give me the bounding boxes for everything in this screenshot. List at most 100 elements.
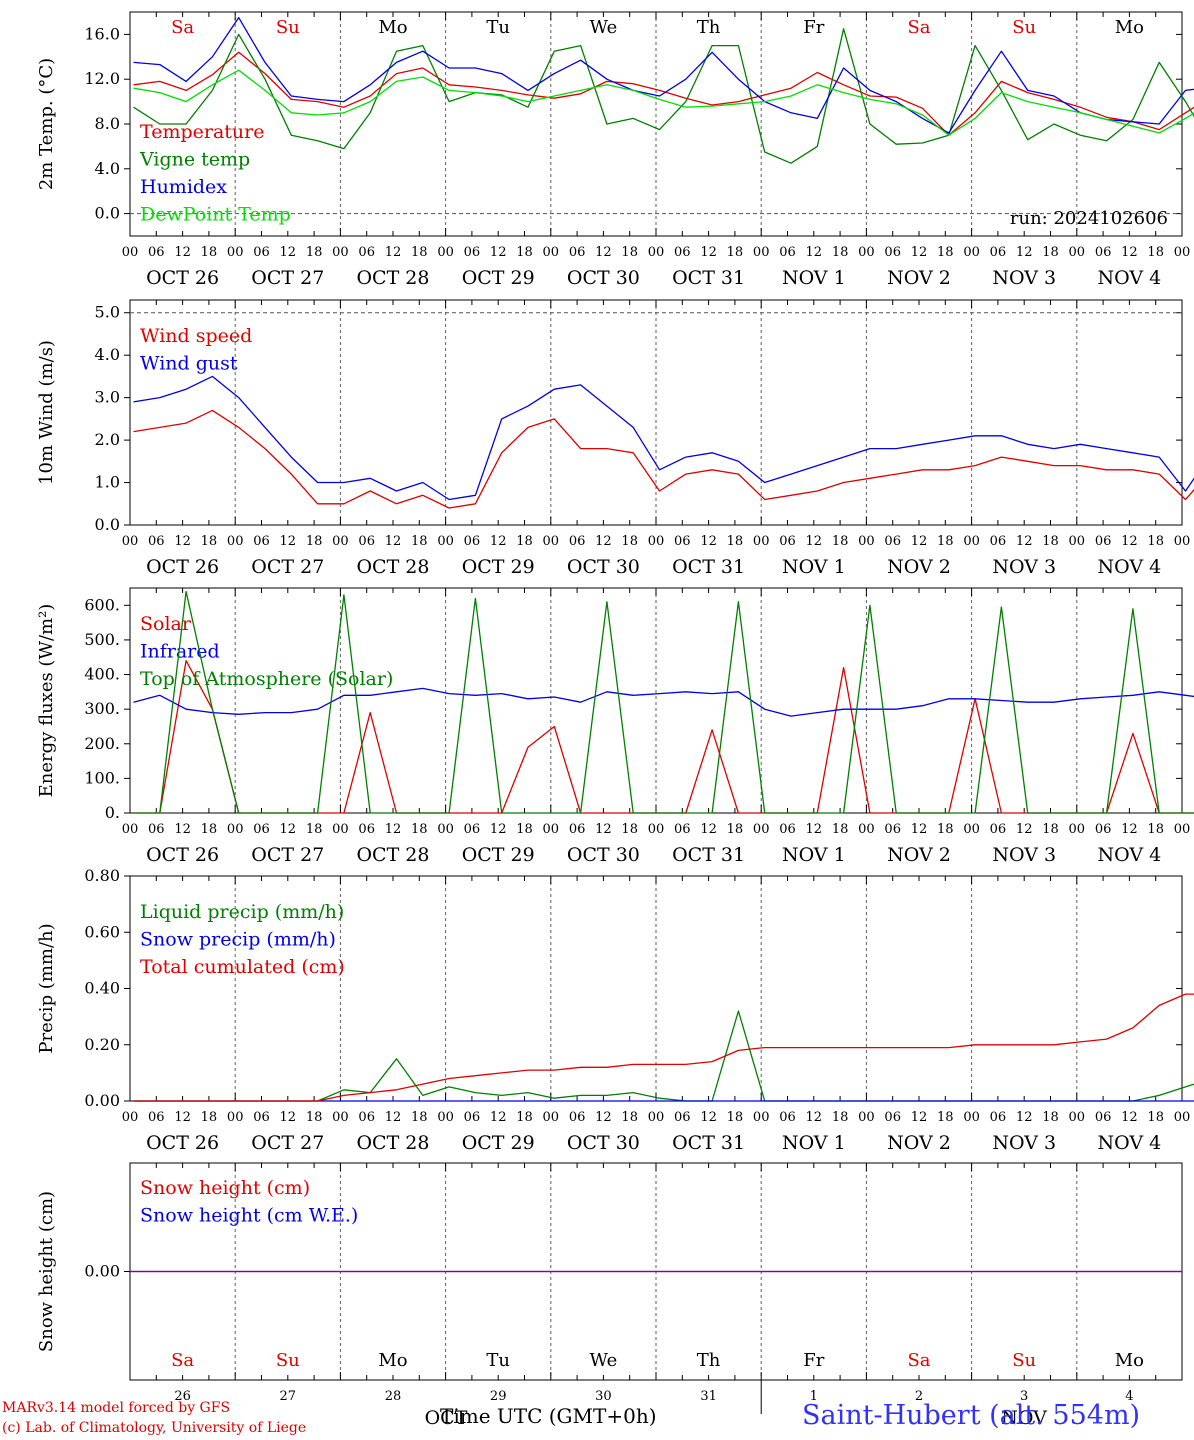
hour-tick-label: 12 xyxy=(490,534,507,549)
y-tick-label: 2.0 xyxy=(95,430,120,449)
hour-tick-label: 06 xyxy=(358,534,375,549)
hour-tick-label: 12 xyxy=(700,1110,717,1125)
hour-tick-label: 06 xyxy=(990,1110,1007,1125)
hour-tick-label: 12 xyxy=(174,822,191,837)
hour-tick-label: 06 xyxy=(253,534,270,549)
hour-tick-label: 18 xyxy=(832,1110,849,1125)
date-label: NOV 2 xyxy=(887,267,951,289)
hour-tick-label: 12 xyxy=(280,1110,297,1125)
hour-tick-label: 06 xyxy=(884,1110,901,1125)
hour-tick-label: 18 xyxy=(727,1110,744,1125)
run-annotation: run: 2024102606 xyxy=(1010,208,1168,229)
hour-tick-label: 18 xyxy=(621,1110,638,1125)
date-label: OCT 31 xyxy=(672,1132,745,1154)
hour-tick-label: 12 xyxy=(806,822,823,837)
hour-tick-label: 06 xyxy=(148,822,165,837)
hour-tick-label: 12 xyxy=(1121,245,1138,260)
date-label: OCT 31 xyxy=(672,844,745,866)
y-tick-label: 16.0 xyxy=(84,24,120,43)
hour-tick-label: 18 xyxy=(832,822,849,837)
y-tick-label: 0.00 xyxy=(84,1091,120,1110)
date-label: NOV 3 xyxy=(992,556,1056,578)
date-label: OCT 29 xyxy=(462,267,535,289)
hour-tick-label: 12 xyxy=(280,245,297,260)
date-label: NOV 1 xyxy=(782,267,846,289)
legend-entry: Snow height (cm W.E.) xyxy=(140,1205,358,1227)
day-number-label: 30 xyxy=(595,1389,612,1404)
date-label: NOV 3 xyxy=(992,267,1056,289)
date-label: OCT 27 xyxy=(251,1132,324,1154)
hour-tick-label: 06 xyxy=(464,534,481,549)
day-number-label: 4 xyxy=(1125,1389,1133,1404)
hour-tick-label: 06 xyxy=(1095,534,1112,549)
hour-tick-label: 18 xyxy=(516,534,533,549)
date-label: OCT 29 xyxy=(462,844,535,866)
panel-frame xyxy=(129,299,1183,526)
hour-tick-label: 00 xyxy=(753,822,770,837)
date-label: NOV 1 xyxy=(782,556,846,578)
hour-tick-label: 00 xyxy=(437,534,454,549)
y-tick-label: 0.40 xyxy=(84,979,120,998)
hour-tick-label: 06 xyxy=(358,1110,375,1125)
hour-tick-label: 06 xyxy=(148,534,165,549)
y-tick-label: 5.0 xyxy=(95,303,120,322)
weekday-label: Th xyxy=(697,17,721,38)
legend-entry: Snow height (cm) xyxy=(140,1177,310,1199)
y-tick-label: 200. xyxy=(84,734,120,753)
date-label: NOV 4 xyxy=(1098,1132,1162,1154)
panel-snow: 0.00 Snow height (cm) Snow height (cm) Snow… xyxy=(36,1162,1183,1429)
hour-tick-label: 00 xyxy=(1069,1110,1086,1125)
y-tick-label: 0.20 xyxy=(84,1035,120,1054)
hour-tick-label: 06 xyxy=(884,822,901,837)
hour-tick-label: 00 xyxy=(1174,534,1191,549)
hour-tick-label: 18 xyxy=(516,245,533,260)
hour-tick-label: 12 xyxy=(700,534,717,549)
y-axis-label: 2m Temp. (°C) xyxy=(36,58,57,190)
weekday-label: Tu xyxy=(486,17,510,38)
y-tick-label: 0. xyxy=(105,803,120,822)
hour-tick-label: 12 xyxy=(700,245,717,260)
hour-tick-label: 18 xyxy=(306,534,323,549)
date-label: OCT 31 xyxy=(672,267,745,289)
date-label: OCT 30 xyxy=(567,1132,640,1154)
date-label: NOV 1 xyxy=(782,844,846,866)
month-label-oct: OCT xyxy=(425,1407,468,1429)
legend-entry: Vigne temp xyxy=(139,149,250,171)
hour-tick-label: 18 xyxy=(306,822,323,837)
hour-tick-label: 12 xyxy=(806,245,823,260)
hour-tick-label: 06 xyxy=(1095,245,1112,260)
hour-tick-label: 06 xyxy=(884,245,901,260)
day-number-label: 27 xyxy=(280,1389,297,1404)
hour-tick-label: 00 xyxy=(437,245,454,260)
hour-tick-label: 18 xyxy=(621,245,638,260)
hour-tick-label: 12 xyxy=(385,822,402,837)
hour-tick-label: 12 xyxy=(700,822,717,837)
hour-tick-label: 18 xyxy=(621,534,638,549)
hour-tick-label: 18 xyxy=(727,245,744,260)
date-label: NOV 2 xyxy=(887,556,951,578)
hour-tick-label: 00 xyxy=(227,1110,244,1125)
y-tick-label: 400. xyxy=(84,665,120,684)
date-label: OCT 27 xyxy=(251,844,324,866)
hour-tick-label: 12 xyxy=(1016,245,1033,260)
hour-tick-label: 06 xyxy=(884,534,901,549)
hour-tick-label: 00 xyxy=(332,534,349,549)
hour-tick-label: 06 xyxy=(674,245,691,260)
series-line-total-cumulated-cm- xyxy=(133,993,1194,1102)
hour-tick-label: 00 xyxy=(648,1110,665,1125)
hour-tick-label: 00 xyxy=(437,1110,454,1125)
hour-tick-label: 00 xyxy=(122,1110,139,1125)
weekday-label: We xyxy=(590,1350,618,1371)
day-number-label: 3 xyxy=(1020,1389,1028,1404)
hour-tick-label: 00 xyxy=(1069,822,1086,837)
hour-tick-label: 18 xyxy=(1147,534,1164,549)
weekday-label: Su xyxy=(1012,1350,1036,1371)
y-axis-label: Precip (mm/h) xyxy=(36,923,57,1053)
hour-tick-label: 00 xyxy=(437,822,454,837)
hour-tick-label: 12 xyxy=(911,534,928,549)
hour-tick-label: 00 xyxy=(332,822,349,837)
hour-tick-label: 06 xyxy=(990,245,1007,260)
hour-tick-label: 06 xyxy=(464,245,481,260)
hour-tick-label: 00 xyxy=(332,245,349,260)
day-number-label: 31 xyxy=(700,1389,717,1404)
